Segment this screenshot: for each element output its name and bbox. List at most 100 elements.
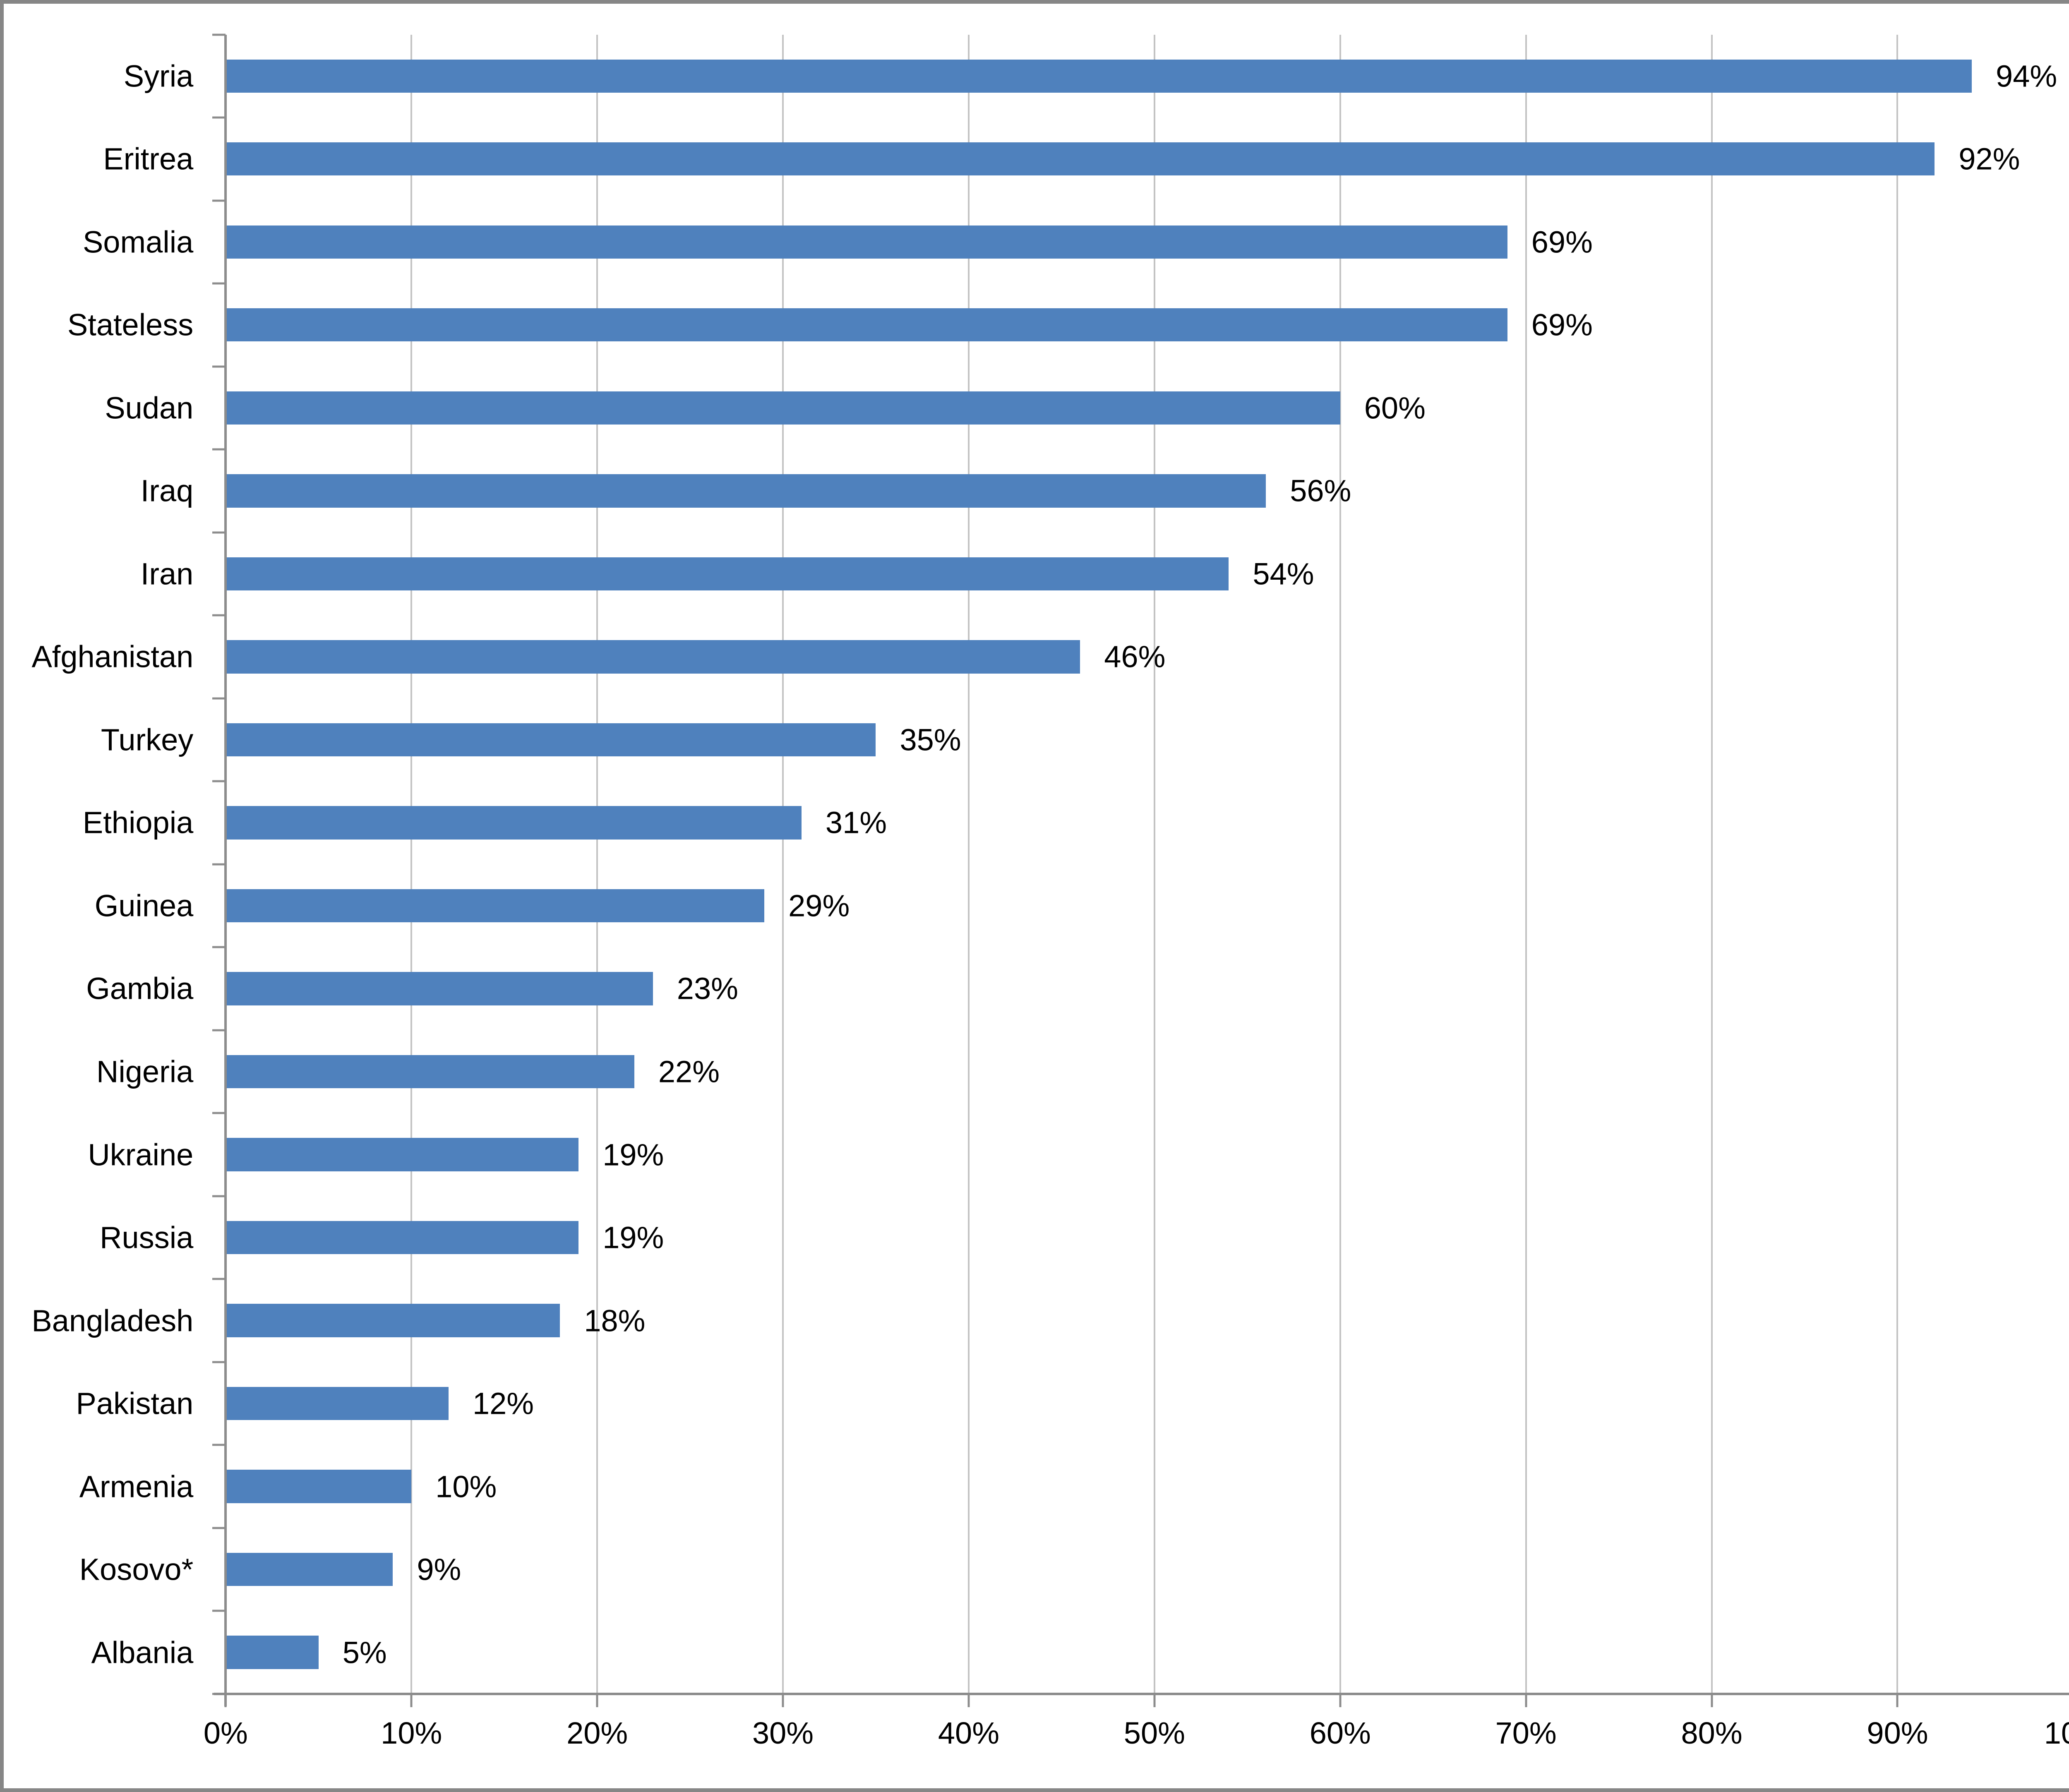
category-label: Guinea	[94, 888, 194, 923]
x-axis	[214, 1692, 2069, 1695]
gridline	[410, 34, 413, 1694]
y-axis	[224, 34, 227, 1706]
x-tick-label: 20%	[566, 1715, 628, 1750]
y-axis-tick	[212, 1693, 226, 1695]
y-axis-tick	[212, 448, 226, 451]
x-tick-label: 10%	[381, 1715, 442, 1750]
x-tick-label: 60%	[1309, 1715, 1371, 1750]
x-axis-tick	[1711, 1694, 1713, 1707]
bar	[226, 1055, 634, 1089]
bar-value-label: 29%	[788, 888, 850, 923]
bar-value-label: 22%	[658, 1054, 720, 1089]
x-tick-label: 50%	[1123, 1715, 1185, 1750]
x-axis-tick	[1896, 1694, 1899, 1707]
y-axis-tick	[212, 863, 226, 866]
x-tick-label: 0%	[203, 1715, 248, 1750]
bar	[226, 1387, 449, 1420]
x-tick-label: 80%	[1681, 1715, 1743, 1750]
bar	[226, 557, 1229, 591]
y-axis-tick	[212, 282, 226, 285]
y-axis-tick	[212, 780, 226, 782]
bar	[226, 806, 802, 840]
category-label: Stateless	[67, 307, 194, 342]
y-axis-tick	[212, 1610, 226, 1612]
y-axis-tick	[212, 116, 226, 119]
y-axis-tick	[212, 34, 226, 36]
bar	[226, 1221, 579, 1255]
category-label: Russia	[100, 1220, 194, 1255]
bar	[226, 1470, 412, 1503]
bar	[226, 142, 1935, 176]
y-axis-tick	[212, 614, 226, 617]
gridline	[782, 34, 784, 1694]
gridline	[1711, 34, 1713, 1694]
bar-value-label: 92%	[1959, 142, 2020, 176]
bar	[226, 972, 653, 1005]
category-label: Ukraine	[88, 1137, 194, 1172]
category-label: Sudan	[105, 391, 194, 425]
x-axis-tick	[596, 1694, 598, 1707]
category-label: Afghanistan	[31, 639, 194, 674]
bar-value-label: 69%	[1531, 307, 1593, 342]
category-label: Bangladesh	[31, 1303, 194, 1338]
bar	[226, 474, 1266, 508]
bar-value-label: 5%	[342, 1635, 387, 1670]
y-axis-tick	[212, 365, 226, 368]
bar	[226, 1138, 579, 1171]
x-axis-tick	[224, 1694, 227, 1707]
y-axis-tick	[212, 1444, 226, 1446]
y-axis-tick	[212, 531, 226, 534]
bar-value-label: 69%	[1531, 225, 1593, 259]
bar-value-label: 60%	[1364, 391, 1426, 425]
bar-value-label: 9%	[417, 1552, 461, 1587]
bar	[226, 1636, 319, 1669]
y-axis-tick	[212, 1278, 226, 1280]
x-axis-tick	[782, 1694, 784, 1707]
x-axis-tick	[410, 1694, 413, 1707]
x-axis-tick	[1525, 1694, 1527, 1707]
category-label: Turkey	[101, 722, 194, 757]
bar-value-label: 10%	[435, 1469, 497, 1504]
y-axis-tick	[212, 199, 226, 202]
plot-area: 0% 10% 20% 30% 40% 50% 60% 70% 80% 90% 100% 94% Syri…	[31, 34, 2069, 1750]
bar	[226, 59, 1972, 93]
category-label: Syria	[123, 59, 194, 94]
x-tick-label: 40%	[938, 1715, 999, 1750]
category-label: Pakistan	[76, 1386, 194, 1421]
bar-value-label: 23%	[677, 971, 738, 1006]
gridline	[596, 34, 598, 1694]
category-label: Eritrea	[103, 142, 194, 176]
category-label: Nigeria	[96, 1054, 194, 1089]
category-label: Somalia	[82, 225, 194, 259]
y-axis-tick	[212, 1112, 226, 1114]
x-tick-label: 100%	[2044, 1715, 2069, 1750]
y-axis-tick	[212, 1195, 226, 1197]
bar-value-label: 18%	[584, 1303, 646, 1338]
category-label: Iran	[140, 557, 194, 591]
bar	[226, 889, 765, 923]
bar-value-label: 56%	[1290, 473, 1351, 508]
bar-value-label: 19%	[602, 1220, 664, 1255]
category-label: Gambia	[86, 971, 194, 1006]
x-tick-label: 70%	[1495, 1715, 1557, 1750]
bar	[226, 308, 1507, 342]
bar	[226, 225, 1507, 259]
category-label: Iraq	[140, 473, 194, 508]
bar-value-label: 54%	[1253, 557, 1314, 591]
gridline	[1525, 34, 1527, 1694]
bar-value-label: 12%	[473, 1386, 534, 1421]
y-axis-tick	[212, 1361, 226, 1363]
y-axis-tick	[212, 1029, 226, 1032]
gridline	[967, 34, 970, 1694]
category-label: Ethiopia	[82, 805, 194, 840]
bar-value-label: 94%	[1996, 59, 2057, 94]
gridline	[1896, 34, 1899, 1694]
gridline	[1153, 34, 1155, 1694]
category-label: Albania	[91, 1635, 194, 1670]
y-axis-tick	[212, 1527, 226, 1529]
bar	[226, 640, 1080, 674]
bar-value-label: 35%	[900, 722, 961, 757]
x-axis-tick	[1153, 1694, 1156, 1707]
x-tick-label: 90%	[1867, 1715, 1928, 1750]
